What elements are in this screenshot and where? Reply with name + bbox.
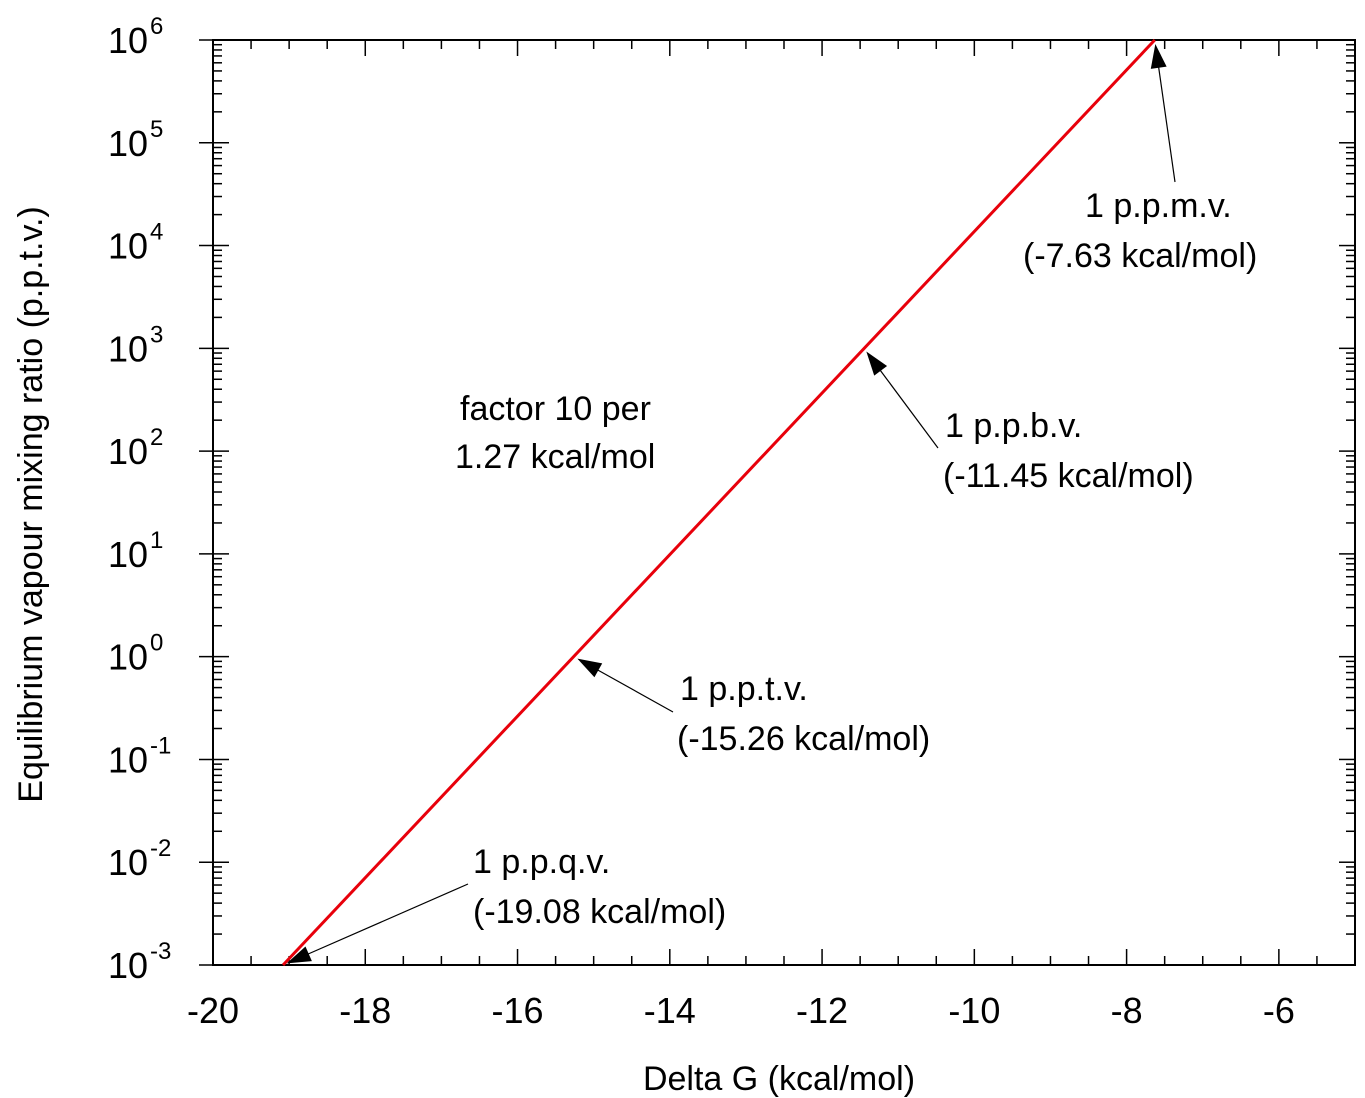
y-tick-label: 10 2	[108, 424, 163, 472]
x-tick-label: -18	[339, 990, 391, 1031]
x-axis-label: Delta G (kcal/mol)	[643, 1060, 915, 1098]
annotation-label-line1: 1 p.p.q.v.	[473, 843, 610, 881]
y-tick-label-exponent: 1	[150, 527, 163, 554]
y-axis-label: Equilibrium vapour mixing ratio (p.p.t.v…	[12, 206, 50, 802]
y-tick-label-exponent: 3	[150, 321, 163, 348]
y-tick-label-exponent: -1	[150, 732, 171, 759]
x-tick-label: -8	[1111, 990, 1143, 1031]
annotation-arrow-line	[594, 667, 674, 713]
annotation-arrow-line	[877, 367, 939, 449]
y-tick-label-exponent: 2	[150, 424, 163, 451]
y-tick-label-base: 10	[108, 20, 148, 61]
note-label-line1: factor 10 per	[460, 390, 651, 428]
y-tick-label-exponent: -2	[150, 835, 171, 862]
annotation-label-line1: 1 p.p.b.v.	[945, 407, 1082, 445]
y-tick-label: 10 -2	[108, 835, 171, 883]
x-tick-label: -14	[644, 990, 696, 1031]
y-tick-label-exponent: 0	[150, 630, 163, 657]
annotation-arrow-head	[1150, 43, 1167, 69]
y-tick-label: 10 3	[108, 321, 163, 369]
y-tick-label-base: 10	[108, 739, 148, 780]
annotation-arrow-line	[1157, 63, 1176, 183]
y-tick-label-base: 10	[108, 945, 148, 986]
annotation-arrow-head	[866, 351, 888, 376]
y-tick-label: 10 5	[108, 116, 163, 164]
x-tick-label: -10	[948, 990, 1000, 1031]
annotation-label-line2: (-15.26 kcal/mol)	[677, 720, 930, 758]
series-line	[281, 38, 1156, 967]
plot-frame	[212, 39, 1356, 966]
x-tick-labels: -20 -18 -16 -14 -12 -10 -8 -6	[187, 990, 1295, 1031]
minor-ticks	[213, 40, 1356, 965]
annotation-arrow-head	[577, 658, 603, 678]
x-tick-label: -6	[1263, 990, 1295, 1031]
y-tick-label-exponent: 6	[150, 13, 163, 40]
annotation-arrow-line	[304, 883, 469, 956]
x-tick-label: -16	[492, 990, 544, 1031]
y-tick-label: 10 6	[108, 13, 163, 61]
x-tick-label: -12	[796, 990, 848, 1031]
annotation-label-line2: (-7.63 kcal/mol)	[1023, 237, 1257, 275]
x-tick-label: -20	[187, 990, 239, 1031]
y-tick-label-base: 10	[108, 534, 148, 575]
y-tick-label: 10 -3	[108, 938, 171, 986]
y-tick-label: 10 -1	[108, 732, 171, 780]
major-ticks	[199, 39, 1355, 966]
annotation-layer: 1 p.p.q.v. (-19.08 kcal/mol) 1 p.p.t.v. (-1…	[286, 43, 1257, 964]
y-tick-label: 10 1	[108, 527, 163, 575]
annotation-label-line2: (-19.08 kcal/mol)	[473, 893, 726, 931]
annotation-arrow-head	[286, 946, 312, 964]
y-tick-label: 10 0	[108, 630, 163, 678]
y-tick-label-exponent: 5	[150, 116, 163, 143]
y-tick-label-base: 10	[108, 431, 148, 472]
y-tick-label-base: 10	[108, 123, 148, 164]
series-layer	[281, 38, 1156, 967]
y-tick-label: 10 4	[108, 219, 163, 267]
y-tick-label-exponent: 4	[150, 219, 163, 246]
note-label-line2: 1.27 kcal/mol	[455, 438, 655, 476]
annotation-label-line1: 1 p.p.m.v.	[1085, 187, 1232, 225]
y-tick-label-exponent: -3	[150, 938, 171, 965]
y-tick-label-base: 10	[108, 328, 148, 369]
y-tick-label-base: 10	[108, 226, 148, 267]
annotation-label-line1: 1 p.p.t.v.	[680, 670, 808, 708]
y-tick-label-base: 10	[108, 637, 148, 678]
annotation-label-line2: (-11.45 kcal/mol)	[943, 457, 1194, 495]
y-tick-label-base: 10	[108, 842, 148, 883]
